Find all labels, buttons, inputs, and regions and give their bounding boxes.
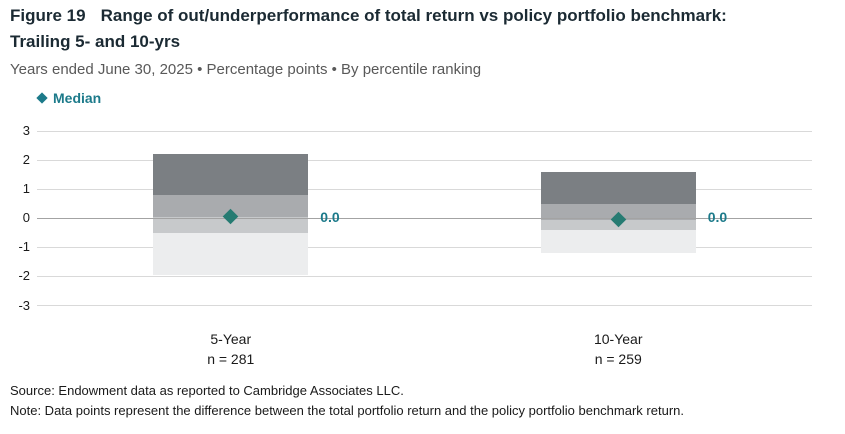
percentile-band-4 xyxy=(540,229,696,254)
gridline xyxy=(37,305,812,306)
percentile-band-1 xyxy=(153,154,309,195)
figure-title-line1: Figure 19 Range of out/underperformance o… xyxy=(10,6,727,26)
median-value-label: 0.0 xyxy=(707,209,728,226)
y-tick-label: 3 xyxy=(22,123,30,138)
legend-label-median: Median xyxy=(53,90,102,106)
percentile-band-2 xyxy=(153,194,309,217)
y-tick-label: 1 xyxy=(22,181,30,197)
x-axis-category-label: 10-Year xyxy=(593,331,643,347)
percentile-band-3 xyxy=(153,216,309,233)
gridline xyxy=(37,246,812,248)
y-tick-label: -1 xyxy=(18,239,30,255)
y-tick-label: 0 xyxy=(22,210,30,226)
y-tick-label: -3 xyxy=(18,297,30,313)
percentile-band-2 xyxy=(540,203,696,220)
percentile-band-4 xyxy=(153,232,309,275)
gridline xyxy=(37,275,812,277)
legend: Median xyxy=(36,90,102,106)
x-axis-n-label: n = 259 xyxy=(594,351,642,367)
x-axis-category-label: 5-Year xyxy=(210,331,252,347)
y-tick-label: -2 xyxy=(18,268,30,284)
gridline xyxy=(37,188,812,190)
figure-title-line2: Trailing 5- and 10-yrs xyxy=(10,32,181,51)
figure-title-text: Range of out/underperformance of total r… xyxy=(100,6,727,25)
median-diamond-icon xyxy=(36,92,48,104)
figure-number-label: Figure 19 xyxy=(10,6,86,25)
percentile-band-1 xyxy=(540,171,696,204)
footnote: Note: Data points represent the differen… xyxy=(10,403,684,418)
source-note: Source: Endowment data as reported to Ca… xyxy=(10,383,404,398)
zero-gridline xyxy=(37,217,812,219)
y-tick-label: 2 xyxy=(22,152,30,168)
gridline xyxy=(37,159,812,161)
chart-subtitle: Years ended June 30, 2025 • Percentage p… xyxy=(10,61,482,78)
gridline xyxy=(37,130,812,132)
x-axis-n-label: n = 281 xyxy=(207,351,255,367)
median-value-label: 0.0 xyxy=(320,209,340,226)
